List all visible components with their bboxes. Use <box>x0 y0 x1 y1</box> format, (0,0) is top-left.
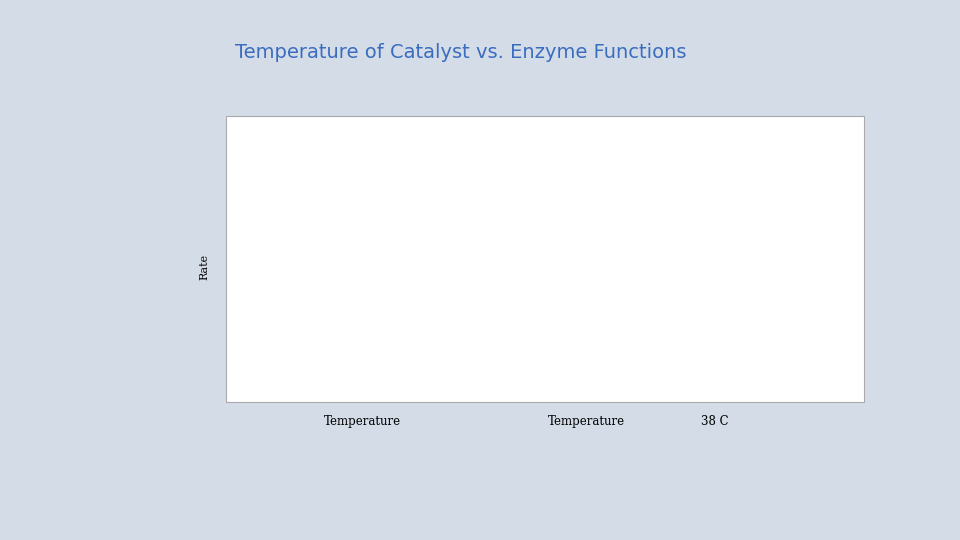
Text: Rate: Rate <box>200 254 209 280</box>
Text: Regular
Catalyst: Regular Catalyst <box>281 191 329 219</box>
Text: Temperature of Catalyst vs. Enzyme Functions: Temperature of Catalyst vs. Enzyme Funct… <box>235 43 686 62</box>
Text: Denaturation
of Enzyme: Denaturation of Enzyme <box>736 160 811 182</box>
Text: Enzyme
Catalyst: Enzyme Catalyst <box>505 215 554 243</box>
Text: Rate: Rate <box>465 254 474 280</box>
Text: 38 C: 38 C <box>701 415 729 428</box>
Text: Temperature: Temperature <box>547 415 625 428</box>
Text: Temperature: Temperature <box>324 415 401 428</box>
